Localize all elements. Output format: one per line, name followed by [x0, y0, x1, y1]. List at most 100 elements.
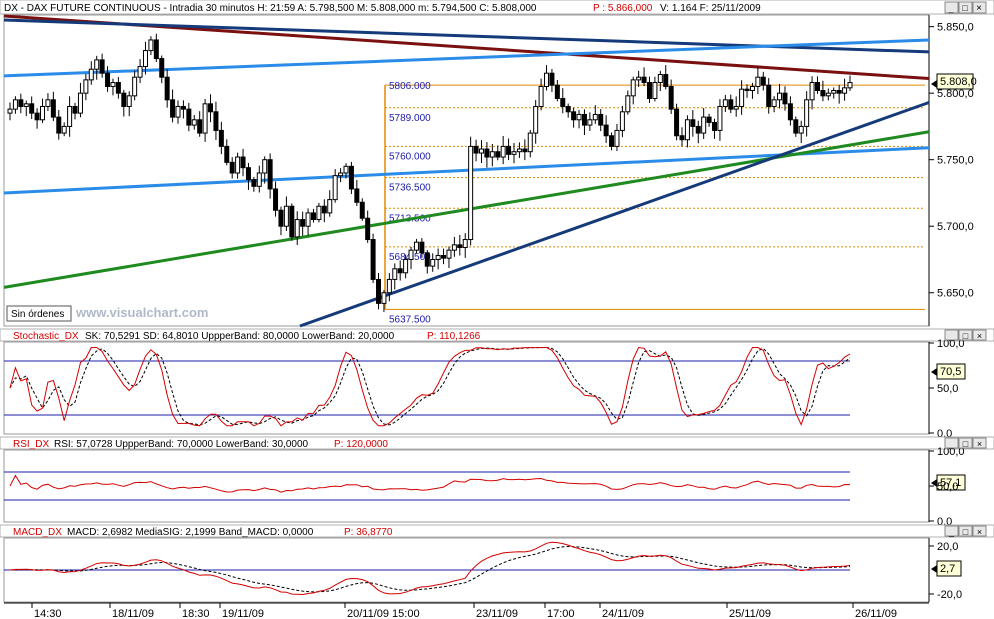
- candle-body: [538, 86, 544, 107]
- minimize-button[interactable]: [944, 329, 959, 341]
- stochastic-value-marker: 70,5: [931, 363, 966, 380]
- candle-body: [609, 135, 615, 147]
- candle-body: [370, 239, 376, 280]
- candle-body: [614, 129, 620, 147]
- candle-body: [126, 95, 132, 107]
- candle-body: [706, 116, 712, 123]
- candle-body: [554, 84, 560, 99]
- panel-window-controls: _ □ × _ □ × _ □ ×: [944, 329, 987, 537]
- candle-body: [381, 292, 387, 304]
- candle-body: [571, 111, 577, 121]
- candle-body: [50, 99, 56, 118]
- time-tick-label: 18:30: [182, 608, 210, 619]
- candle-body: [18, 99, 24, 107]
- macd-value-marker: 2,7: [931, 560, 962, 577]
- candle-body: [72, 105, 78, 114]
- candle-body: [592, 113, 598, 121]
- candle-body: [354, 188, 360, 203]
- last-price-label: 5.808,0: [940, 76, 977, 88]
- minimize-button[interactable]: [944, 437, 959, 449]
- candle-body: [462, 239, 468, 249]
- orders-badge[interactable]: [6, 305, 72, 322]
- macd-signal-line: [9, 545, 851, 593]
- candle-body: [522, 148, 528, 153]
- candle-body: [690, 119, 696, 127]
- macd-lines: [4, 541, 851, 596]
- candle-body: [327, 199, 333, 214]
- candle-body: [842, 87, 848, 94]
- close-button[interactable]: [972, 525, 987, 537]
- trendline-light-blue-upper: [3, 38, 930, 78]
- stochastic-axis: 100,050,00,0: [929, 338, 965, 440]
- candle-body: [587, 119, 593, 126]
- candle-body: [511, 151, 517, 155]
- candle-body: [278, 209, 284, 227]
- close-icon: ×: [976, 3, 982, 14]
- candle-body: [7, 108, 13, 114]
- candle-body: [332, 175, 338, 201]
- candle-body: [804, 99, 810, 127]
- candle-body: [359, 201, 365, 219]
- candle-body: [809, 82, 815, 101]
- candle-body: [153, 39, 159, 60]
- candle-body: [576, 113, 582, 121]
- candle-body: [831, 90, 837, 94]
- minimize-icon: _: [948, 527, 955, 537]
- candle-body: [305, 212, 311, 227]
- stochastic-lines: [4, 346, 851, 427]
- rsi-tick-label: 50,0: [937, 481, 958, 493]
- candle-body: [273, 188, 279, 211]
- close-button[interactable]: [972, 329, 987, 341]
- macd-value-label: 2,7: [940, 563, 955, 575]
- macd-title-values: MACD: 2,6982 MediaSIG: 2,1999 Band_MACD:…: [67, 527, 314, 538]
- header-bar: [0, 0, 994, 15]
- candle-body: [105, 72, 111, 88]
- candle-body: [527, 132, 533, 153]
- orders-badge-text: Sin órdenes: [11, 309, 64, 320]
- candle-body: [365, 217, 371, 241]
- stochastic-tick-label: 50,0: [937, 383, 958, 395]
- candle-body: [478, 148, 484, 154]
- last-price-marker: 5.808,0: [931, 73, 977, 90]
- minimize-button[interactable]: [944, 1, 959, 14]
- fib-level-label: 5637.500: [389, 314, 431, 325]
- close-button[interactable]: [972, 1, 987, 14]
- price-tick-label: 5.800,0: [937, 88, 974, 100]
- candle-body: [170, 99, 176, 118]
- candle-body: [267, 159, 273, 190]
- macd-title-p: P: 36,8770: [344, 527, 393, 538]
- candle-body: [294, 219, 300, 238]
- candle-body: [798, 125, 804, 134]
- time-axis: 14:30 18/11/09 18:30 19/11/09 20/11/09 15:00…: [31, 603, 897, 619]
- candle-body: [771, 99, 777, 107]
- close-icon: ×: [977, 439, 982, 449]
- candle-body: [300, 219, 306, 227]
- close-button[interactable]: [972, 437, 987, 449]
- maximize-button[interactable]: [958, 437, 973, 449]
- candle-body: [782, 92, 788, 105]
- candle-body: [229, 161, 235, 174]
- macd-tick-label: -20,0: [937, 589, 962, 601]
- maximize-button[interactable]: [958, 1, 973, 14]
- candle-body: [441, 254, 447, 259]
- maximize-button[interactable]: [958, 525, 973, 537]
- candle-body: [348, 165, 354, 190]
- candle-body: [484, 148, 490, 158]
- rsi-title-p: P: 120,0000: [334, 439, 388, 450]
- trendlines: [3, 14, 930, 328]
- time-tick-label: 25/11/09: [729, 608, 771, 619]
- maximize-button[interactable]: [958, 329, 973, 341]
- candle-body: [560, 97, 566, 107]
- candle-body: [836, 90, 842, 94]
- candle-body: [565, 105, 571, 113]
- candle-body: [625, 95, 631, 113]
- candle-body: [636, 76, 642, 81]
- minimize-icon: _: [948, 331, 955, 341]
- minimize-button[interactable]: [944, 525, 959, 537]
- minimize-icon: _: [948, 439, 955, 449]
- stochastic-title-p: P: 110,1266: [427, 331, 481, 342]
- fib-level-label: 5789.000: [389, 113, 431, 124]
- macd-tick-label: 20,0: [937, 541, 958, 553]
- candle-body: [419, 241, 425, 254]
- macd-title-name: MACD_DX: [13, 527, 62, 538]
